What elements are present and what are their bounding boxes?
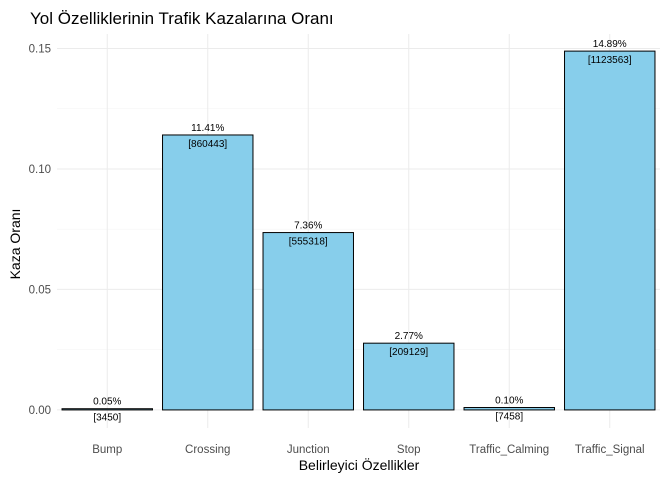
percent-label: 14.89%	[593, 39, 627, 50]
percent-label: 2.77%	[395, 331, 423, 342]
percent-label: 0.10%	[495, 396, 523, 407]
x-tick-label: Traffic_Signal	[575, 444, 645, 456]
count-label: [209129]	[389, 347, 428, 358]
percent-label: 11.41%	[191, 123, 224, 134]
bar-stop	[363, 342, 455, 411]
y-axis-title: Kaza Oranı	[7, 209, 23, 280]
percent-label: 0.05%	[93, 397, 121, 408]
bar-traffic_signal	[564, 50, 656, 411]
x-tick-label: Junction	[287, 444, 330, 456]
count-label: [7458]	[495, 412, 523, 423]
x-axis-ticks: Bump Crossing Junction Stop Traffic_Calming T…	[92, 444, 644, 456]
bar-junction	[262, 232, 354, 411]
x-tick-label: Crossing	[185, 444, 230, 456]
y-tick-label: 0.00	[29, 405, 51, 417]
count-label: [3450]	[93, 413, 121, 424]
x-tick-label: Traffic_Calming	[469, 444, 549, 456]
y-tick-label: 0.10	[29, 164, 51, 176]
bar-crossing	[162, 134, 254, 411]
x-axis-title: Belirleyici Özellikler	[299, 456, 420, 473]
count-label: [555318]	[289, 237, 328, 248]
x-tick-label: Bump	[92, 444, 122, 456]
percent-label: 7.36%	[294, 221, 322, 232]
y-tick-label: 0.15	[29, 43, 51, 55]
count-label: [1123563]	[588, 55, 632, 66]
y-axis-ticks: 0.00 0.05 0.10 0.15	[29, 43, 51, 416]
data-labels: 0.05% [3450] 11.41% [860443] 7.36% [555318] 2.…	[93, 39, 632, 424]
x-tick-label: Stop	[397, 444, 421, 456]
y-tick-label: 0.05	[29, 284, 51, 296]
chart-title: Yol Özelliklerinin Trafik Kazalarına Ora…	[30, 9, 334, 28]
bar-bump	[61, 408, 153, 411]
bar-traffic_calming	[463, 407, 555, 411]
count-label: [860443]	[188, 139, 227, 150]
bars	[61, 50, 656, 411]
